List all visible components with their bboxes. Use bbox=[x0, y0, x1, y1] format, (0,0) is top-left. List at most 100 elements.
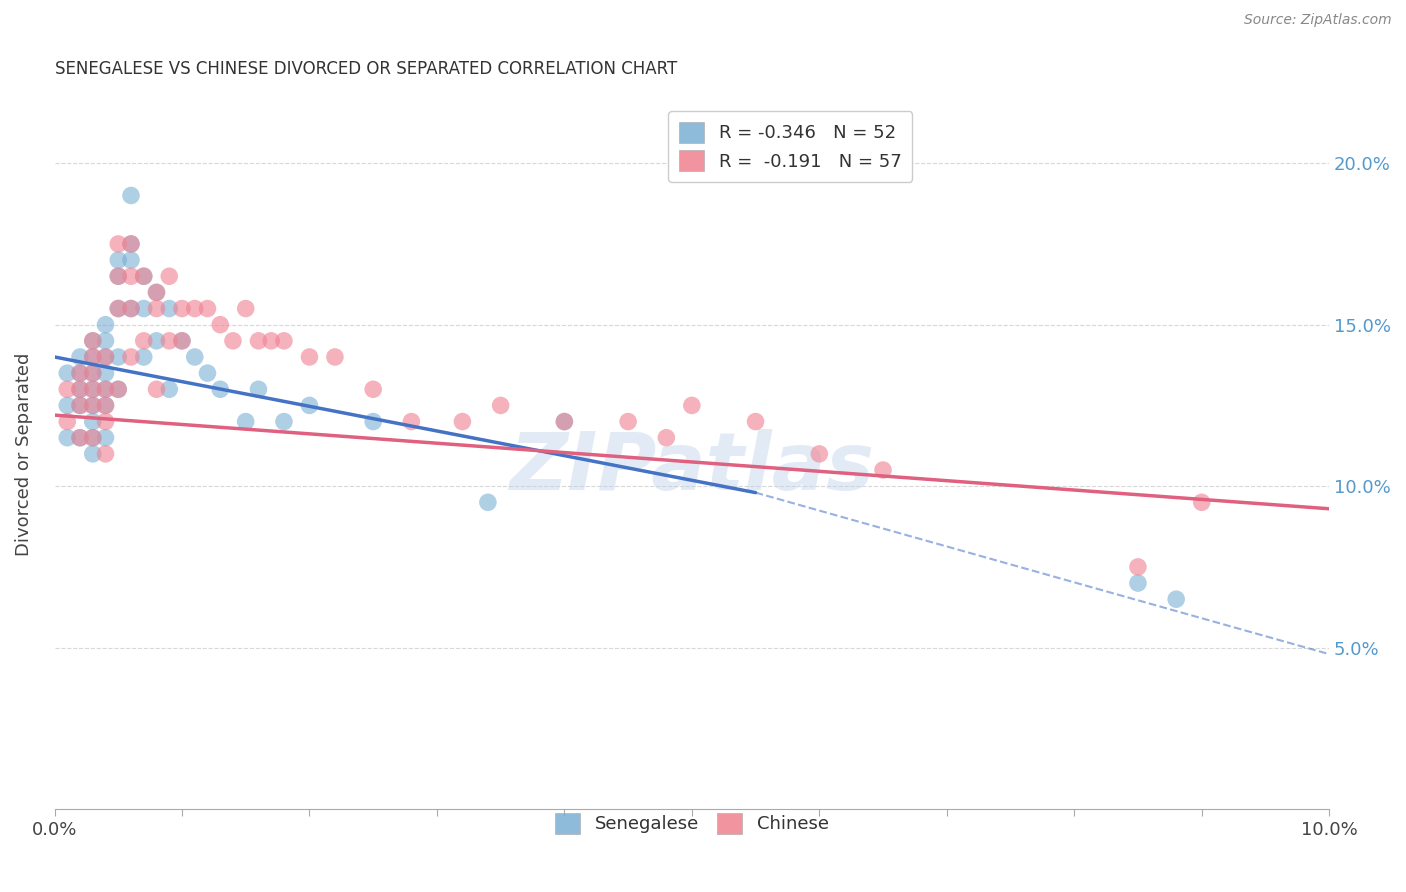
Point bbox=[94, 399, 117, 413]
Legend: Senegalese, Chinese: Senegalese, Chinese bbox=[546, 804, 838, 843]
Point bbox=[107, 350, 129, 364]
Point bbox=[94, 431, 117, 445]
Point bbox=[170, 334, 193, 348]
Text: ZIPatlas: ZIPatlas bbox=[509, 429, 875, 507]
Point bbox=[222, 334, 245, 348]
Point bbox=[235, 415, 257, 429]
Point bbox=[1191, 495, 1213, 509]
Point bbox=[209, 382, 232, 396]
Point bbox=[82, 334, 104, 348]
Point bbox=[132, 334, 155, 348]
Point bbox=[69, 382, 91, 396]
Text: Source: ZipAtlas.com: Source: ZipAtlas.com bbox=[1244, 13, 1392, 28]
Point bbox=[69, 366, 91, 380]
Point bbox=[681, 399, 703, 413]
Point bbox=[69, 399, 91, 413]
Point bbox=[69, 431, 91, 445]
Point bbox=[94, 350, 117, 364]
Point bbox=[82, 431, 104, 445]
Point bbox=[94, 382, 117, 396]
Point bbox=[157, 269, 180, 284]
Point bbox=[132, 301, 155, 316]
Point bbox=[120, 236, 142, 251]
Point bbox=[145, 285, 167, 300]
Point bbox=[82, 399, 104, 413]
Point bbox=[120, 236, 142, 251]
Point bbox=[170, 301, 193, 316]
Point bbox=[94, 382, 117, 396]
Point bbox=[145, 334, 167, 348]
Point bbox=[56, 382, 79, 396]
Text: SENEGALESE VS CHINESE DIVORCED OR SEPARATED CORRELATION CHART: SENEGALESE VS CHINESE DIVORCED OR SEPARA… bbox=[55, 60, 676, 78]
Point bbox=[184, 350, 207, 364]
Point bbox=[872, 463, 894, 477]
Point bbox=[157, 334, 180, 348]
Point bbox=[1126, 576, 1149, 591]
Point bbox=[132, 350, 155, 364]
Point bbox=[361, 382, 384, 396]
Point bbox=[145, 301, 167, 316]
Point bbox=[298, 399, 321, 413]
Point bbox=[69, 350, 91, 364]
Point bbox=[56, 366, 79, 380]
Point bbox=[69, 399, 91, 413]
Point bbox=[120, 350, 142, 364]
Point bbox=[273, 334, 295, 348]
Point bbox=[107, 236, 129, 251]
Point bbox=[82, 399, 104, 413]
Point bbox=[107, 382, 129, 396]
Point bbox=[107, 301, 129, 316]
Point bbox=[94, 399, 117, 413]
Point bbox=[247, 334, 270, 348]
Point bbox=[184, 301, 207, 316]
Point bbox=[361, 415, 384, 429]
Point bbox=[170, 334, 193, 348]
Point bbox=[197, 366, 219, 380]
Point bbox=[69, 366, 91, 380]
Point bbox=[247, 382, 270, 396]
Point bbox=[298, 350, 321, 364]
Point bbox=[82, 382, 104, 396]
Point bbox=[107, 269, 129, 284]
Point bbox=[82, 415, 104, 429]
Point bbox=[808, 447, 831, 461]
Point bbox=[94, 334, 117, 348]
Point bbox=[56, 431, 79, 445]
Point bbox=[107, 253, 129, 268]
Point bbox=[94, 415, 117, 429]
Point bbox=[120, 269, 142, 284]
Point bbox=[94, 350, 117, 364]
Point bbox=[451, 415, 474, 429]
Point bbox=[744, 415, 766, 429]
Point bbox=[107, 301, 129, 316]
Point bbox=[145, 285, 167, 300]
Point bbox=[69, 431, 91, 445]
Point bbox=[82, 366, 104, 380]
Point bbox=[107, 269, 129, 284]
Point bbox=[94, 447, 117, 461]
Point bbox=[94, 318, 117, 332]
Point bbox=[120, 301, 142, 316]
Point bbox=[1126, 560, 1149, 574]
Point bbox=[56, 399, 79, 413]
Point bbox=[157, 382, 180, 396]
Point bbox=[94, 366, 117, 380]
Point bbox=[145, 382, 167, 396]
Point bbox=[235, 301, 257, 316]
Point bbox=[132, 269, 155, 284]
Point bbox=[157, 301, 180, 316]
Point bbox=[1166, 592, 1188, 607]
Point bbox=[120, 188, 142, 202]
Point bbox=[617, 415, 640, 429]
Point bbox=[107, 382, 129, 396]
Point bbox=[323, 350, 346, 364]
Point bbox=[69, 382, 91, 396]
Point bbox=[120, 253, 142, 268]
Point bbox=[120, 301, 142, 316]
Point bbox=[82, 382, 104, 396]
Point bbox=[82, 447, 104, 461]
Point bbox=[132, 269, 155, 284]
Point bbox=[82, 334, 104, 348]
Point bbox=[82, 431, 104, 445]
Point bbox=[553, 415, 575, 429]
